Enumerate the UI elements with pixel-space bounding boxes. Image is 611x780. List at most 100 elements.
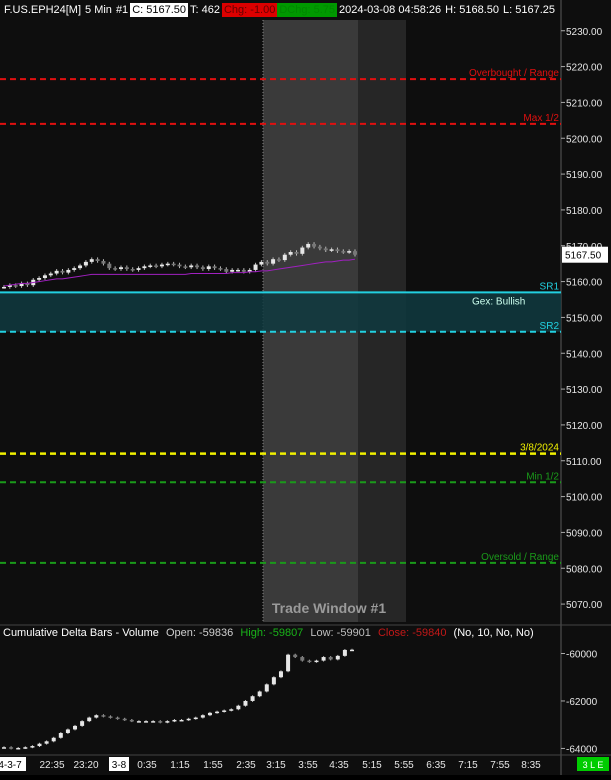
delta-body-29	[207, 712, 212, 716]
moving-average-line	[3, 258, 356, 287]
candle-body-50	[294, 252, 299, 254]
chart-number: #1	[115, 4, 129, 16]
delta-body-24	[172, 719, 177, 722]
time-tick-1: 22:35	[39, 760, 64, 771]
candle-body-0	[2, 286, 6, 289]
symbol-label: F.US.EPH24[M]	[4, 4, 82, 16]
price-tick-12: 5110.00	[566, 457, 602, 468]
close-value: C: 5167.50	[130, 3, 189, 17]
price-tick-10: 5130.00	[566, 385, 603, 396]
study-open: Open: -59836	[165, 627, 234, 639]
price-tick-4: 5190.00	[566, 170, 603, 181]
delta-body-11	[80, 721, 85, 726]
price-tick-5: 5180.00	[566, 206, 603, 217]
delta-body-41	[293, 654, 298, 658]
price-tick-14: 5090.00	[566, 528, 603, 539]
delta-body-28	[200, 715, 205, 718]
gex-zone	[0, 292, 561, 332]
candle-body-6	[37, 278, 42, 280]
status-badge-box	[577, 757, 609, 771]
price-tick-9: 5140.00	[566, 349, 603, 360]
level-label-5: Min 1/2	[526, 471, 559, 482]
delta-body-8	[58, 733, 63, 738]
candle-body-26	[154, 265, 159, 267]
candle-body-38	[224, 269, 229, 272]
candle-body-60	[353, 251, 357, 255]
candle-body-40	[236, 269, 240, 272]
time-tick-14: 7:15	[458, 760, 478, 771]
high-value: H: 5168.50	[445, 4, 499, 16]
price-tick-15: 5080.00	[566, 564, 603, 575]
daily-change-value: DChg: 5.75	[277, 3, 338, 17]
last-price-tag-box	[562, 246, 608, 263]
candle-body-25	[148, 265, 153, 267]
time-tick-15: 7:55	[490, 760, 510, 771]
candle-body-11	[66, 269, 71, 273]
candle-body-27	[159, 264, 164, 267]
delta-body-0	[2, 747, 6, 749]
study-params: (No, 10, No, No)	[453, 627, 534, 639]
candle-body-35	[206, 266, 211, 270]
delta-body-2	[16, 747, 21, 750]
candle-body-13	[78, 265, 83, 269]
delta-body-13	[94, 715, 99, 718]
delta-body-32	[229, 709, 234, 711]
level-label-1: Max 1/2	[523, 113, 559, 124]
delta-body-46	[328, 657, 333, 660]
time-tick-9: 3:55	[298, 760, 318, 771]
delta-body-26	[186, 718, 191, 721]
delta-body-4	[30, 746, 35, 748]
candle-body-2	[13, 285, 18, 287]
delta-body-43	[307, 660, 312, 663]
delta-body-22	[158, 721, 163, 723]
time-tick-0: 4-3-7	[0, 760, 22, 771]
candle-body-59	[347, 251, 352, 253]
delta-body-38	[271, 677, 276, 685]
candle-body-36	[212, 266, 217, 269]
delta-body-14	[101, 715, 106, 717]
candle-body-22	[130, 269, 135, 271]
price-tick-3: 5200.00	[566, 134, 603, 145]
candle-body-21	[124, 267, 129, 270]
candle-body-18	[107, 263, 112, 269]
candle-body-58	[341, 251, 346, 253]
delta-body-16	[115, 717, 120, 720]
candle-body-30	[177, 264, 182, 267]
candle-body-15	[89, 259, 94, 262]
candle-body-49	[288, 252, 293, 255]
candle-body-48	[282, 254, 287, 261]
delta-tick-0: -60000	[566, 649, 598, 660]
delta-body-21	[151, 721, 156, 723]
candle-body-47	[276, 259, 281, 261]
delta-body-6	[44, 741, 49, 744]
candle-body-34	[200, 267, 205, 270]
level-label-4: 3/8/2024	[520, 443, 559, 454]
gex-zone-label: Gex: Bullish	[472, 296, 525, 307]
level-label-3: SR2	[540, 321, 560, 332]
time-tick-2: 23:20	[73, 760, 98, 771]
delta-body-48	[342, 649, 347, 656]
delta-body-19	[136, 721, 141, 723]
delta-body-7	[51, 737, 56, 742]
candle-body-16	[95, 259, 100, 261]
time-tick-16: 8:35	[521, 760, 541, 771]
datetime-label: 2024-03-08 04:58:26	[339, 4, 442, 16]
delta-body-33	[236, 705, 241, 710]
price-tick-16: 5070.00	[566, 600, 603, 611]
date-marker-box	[109, 757, 129, 771]
level-label-2: SR1	[540, 281, 560, 292]
candle-body-19	[113, 268, 118, 270]
delta-tick-1: -62000	[566, 697, 598, 708]
time-tick-4: 0:35	[137, 760, 157, 771]
candle-body-52	[306, 243, 311, 248]
time-tick-11: 5:15	[362, 760, 382, 771]
chart-header: F.US.EPH24[M] 5 Min #1 C: 5167.50 T: 462…	[2, 2, 557, 18]
price-tick-7: 5160.00	[566, 278, 603, 289]
interval-label: 5 Min	[85, 4, 112, 16]
candle-body-8	[48, 273, 53, 276]
level-label-6: Oversold / Range	[481, 552, 559, 563]
candle-body-31	[183, 266, 188, 268]
candle-body-33	[195, 265, 200, 268]
